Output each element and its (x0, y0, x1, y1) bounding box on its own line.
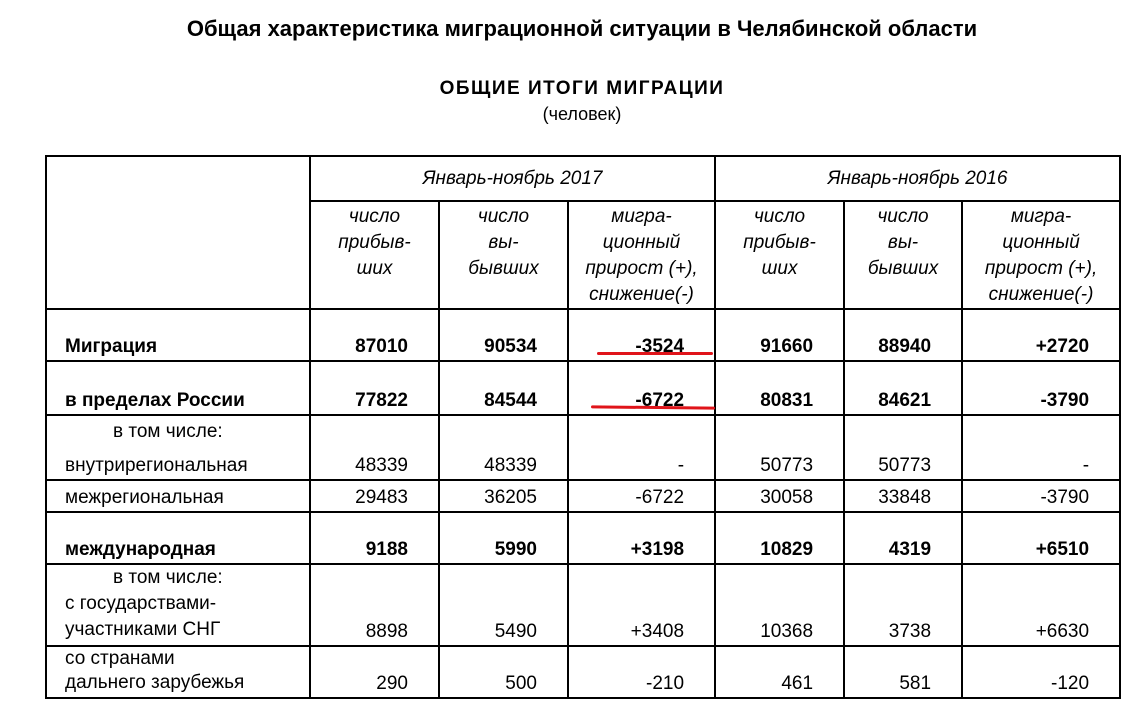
cell-value: -3790 (961, 360, 1122, 416)
row-interregional: межрегиональная 29483 36205 -6722 30058 … (45, 479, 1122, 513)
row-russia: в пределах России 77822 84544 -6722 8083… (45, 360, 1122, 416)
col-growth-line: снижение(-) (589, 284, 694, 305)
cell-value: +6510 (961, 511, 1122, 565)
col-growth-line: прирост (+), (984, 258, 1098, 279)
cell-value: 50773 (714, 414, 846, 481)
cell-value: 77822 (309, 360, 440, 416)
col-growth-line: мигра- (611, 206, 672, 227)
units-note: (человек) (542, 104, 622, 124)
row-intraregional: в том числе: внутрирегиональная 48339 48… (45, 414, 1122, 481)
cell-value: -6722 (566, 479, 717, 513)
cell-value: 84621 (843, 360, 964, 416)
col-departed-line: число (477, 206, 530, 227)
row-label: в пределах России (45, 360, 311, 416)
cell-value: 500 (438, 645, 569, 699)
col-growth-2017: мигра- ционный прирост (+), снижение(-) (566, 200, 717, 310)
col-departed-line: вы- (887, 232, 919, 253)
cell-value: 30058 (714, 479, 846, 513)
cell-value: 91660 (714, 308, 846, 362)
cell-value: +6630 (961, 563, 1122, 647)
cell-value: +2720 (961, 308, 1122, 362)
col-arrived-line: ших (761, 258, 798, 279)
row-label-cell: в том числе: внутрирегиональная (45, 414, 311, 481)
col-growth-line: снижение(-) (988, 284, 1094, 305)
corner-cell (45, 155, 311, 310)
cell-value: 10829 (714, 511, 846, 565)
cell-value: 10368 (714, 563, 846, 647)
cell-value: 581 (843, 645, 964, 699)
col-growth-line: прирост (+), (585, 258, 698, 279)
cell-value: 48339 (438, 414, 569, 481)
migration-table: Январь-ноябрь 2017 Январь-ноябрь 2016 чи… (45, 155, 1122, 699)
col-growth-line: мигра- (1010, 206, 1072, 227)
row-label: участниками СНГ (65, 619, 221, 640)
table-title: ОБЩИЕ ИТОГИ МИГРАЦИИ (439, 78, 725, 99)
row-label: Миграция (45, 308, 311, 362)
cell-value: 80831 (714, 360, 846, 416)
period-2017: Январь-ноябрь 2017 (308, 155, 717, 202)
col-arrived-line: ших (356, 258, 393, 279)
row-label-cell: со странами дальнего зарубежья (45, 645, 311, 699)
cell-value: 33848 (843, 479, 964, 513)
cell-value: 3738 (843, 563, 964, 647)
cell-value: - (566, 414, 717, 481)
col-departed-line: бывших (867, 258, 939, 279)
col-arrived-line: число (753, 206, 806, 227)
row-far-abroad: со странами дальнего зарубежья 290 500 -… (45, 645, 1122, 699)
cell-value: 90534 (438, 308, 569, 362)
row-label: дальнего зарубежья (65, 672, 245, 693)
col-arrived-line: число (348, 206, 401, 227)
cell-value: -120 (961, 645, 1122, 699)
cell-value: 84544 (438, 360, 569, 416)
row-note: в том числе: (113, 567, 223, 588)
cell-value: - (961, 414, 1122, 481)
row-label: межрегиональная (45, 479, 311, 513)
row-label: со странами (65, 648, 175, 669)
cell-value: 290 (309, 645, 440, 699)
col-departed-line: вы- (488, 232, 519, 253)
cell-value: 4319 (843, 511, 964, 565)
cell-value: 461 (714, 645, 846, 699)
col-departed-2016: число вы- бывших (843, 200, 964, 310)
cell-value: 88940 (843, 308, 964, 362)
cell-value: 5990 (438, 511, 569, 565)
column-header-row: число прибыв- ших число вы- бывших мигра… (46, 200, 1122, 310)
cell-value: 5490 (438, 563, 569, 647)
cell-value: +3408 (566, 563, 717, 647)
period-header-row: Январь-ноябрь 2017 Январь-ноябрь 2016 (45, 155, 1122, 310)
cell-value: 48339 (309, 414, 440, 481)
col-arrived-2016: число прибыв- ших (714, 200, 846, 310)
row-label: международная (45, 511, 311, 565)
col-growth-line: ционный (1002, 232, 1080, 253)
row-note: в том числе: (113, 421, 223, 442)
row-label-cell: в том числе: с государствами- участникам… (45, 563, 311, 647)
page-title: Общая характеристика миграционной ситуац… (186, 16, 978, 41)
col-departed-line: число (877, 206, 929, 227)
cell-value: 29483 (309, 479, 440, 513)
col-arrived-line: прибыв- (743, 232, 816, 253)
period-2016: Январь-ноябрь 2016 (714, 155, 1122, 202)
row-migration: Миграция 87010 90534 -3524 91660 88940 +… (45, 308, 1122, 362)
col-departed-line: бывших (468, 258, 539, 279)
col-departed-2017: число вы- бывших (438, 200, 569, 310)
cell-value: 9188 (309, 511, 440, 565)
cell-value: 8898 (309, 563, 440, 647)
col-growth-line: ционный (602, 232, 681, 253)
red-underline-migration (597, 352, 713, 355)
row-label: с государствами- (65, 593, 217, 614)
row-international: международная 9188 5990 +3198 10829 4319… (45, 511, 1122, 565)
col-arrived-line: прибыв- (338, 232, 411, 253)
col-arrived-2017: число прибыв- ших (309, 200, 440, 310)
cell-value: -210 (566, 645, 717, 699)
row-cis: в том числе: с государствами- участникам… (45, 563, 1122, 647)
cell-value: +3198 (566, 511, 717, 565)
col-growth-2016: мигра- ционный прирост (+), снижение(-) (961, 200, 1122, 310)
cell-value: 50773 (843, 414, 964, 481)
row-label: внутрирегиональная (65, 455, 248, 476)
cell-value: 36205 (438, 479, 569, 513)
cell-value: 87010 (309, 308, 440, 362)
cell-value: -3790 (961, 479, 1122, 513)
